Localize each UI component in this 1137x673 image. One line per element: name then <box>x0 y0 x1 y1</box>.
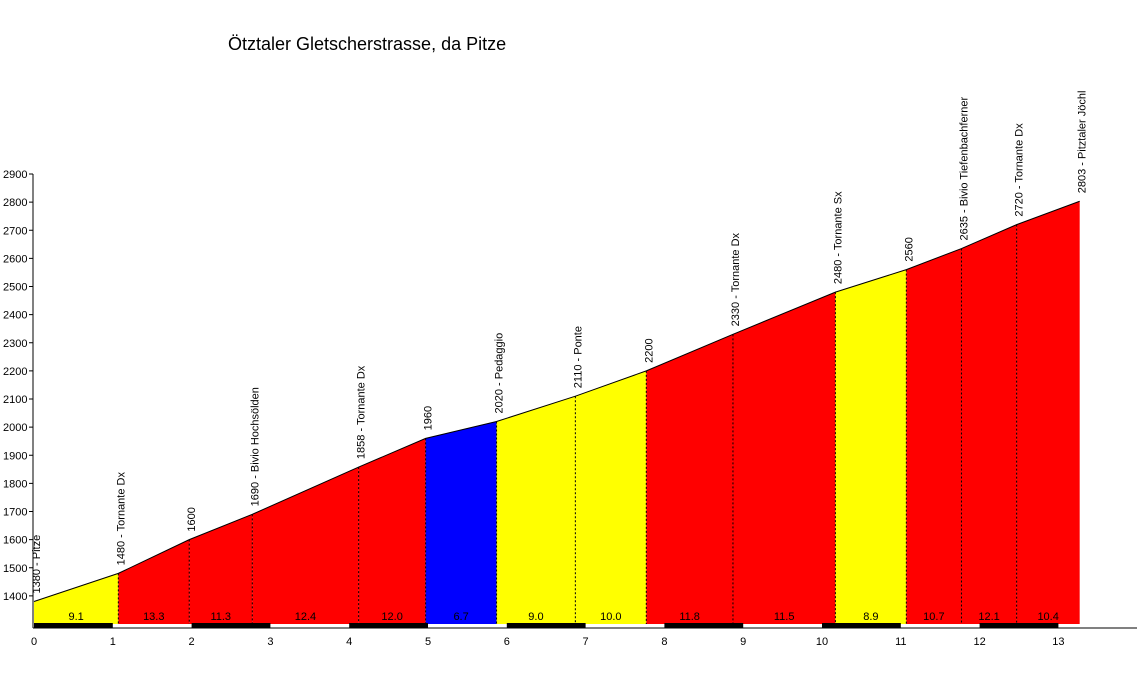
segment-fill <box>358 438 426 624</box>
km-bar <box>506 623 586 628</box>
gradient-labels: 9.1 13.3 11.3 12.4 12.0 6.7 9.0 10.0 11.8 11.5 8.9… <box>69 611 1059 623</box>
y-tick-label: 2500 <box>3 282 27 294</box>
point-label: 2635 - Bivio Tiefenbachferner <box>958 96 970 240</box>
segment-fill <box>496 396 576 624</box>
y-tick-label: 2900 <box>3 169 27 181</box>
y-tick-label: 2800 <box>3 197 27 209</box>
y-tick-labels: 1400 1500 1600 1700 1800 1900 2000 2100 2200 2300… <box>3 169 33 603</box>
gradient-label: 12.4 <box>295 611 316 623</box>
x-tick-label: 11 <box>895 636 906 648</box>
point-label: 2330 - Tornante Dx <box>730 232 742 326</box>
point-label: 2110 - Ponte <box>572 326 584 388</box>
gradient-label: 6.7 <box>453 611 468 623</box>
segment-fill <box>252 467 359 624</box>
x-tick-label: 10 <box>816 636 828 648</box>
y-tick-label: 1400 <box>3 591 27 603</box>
gradient-label: 12.0 <box>381 611 402 623</box>
segment-fill <box>118 539 190 624</box>
x-tick-labels: 0 1 2 3 4 5 6 7 8 9 10 11 12 13 <box>31 636 1065 648</box>
km-bar-strip <box>34 623 1059 628</box>
point-label: 1690 - Bivio Hochsölden <box>249 387 261 506</box>
km-bar <box>349 623 428 628</box>
x-tick-label: 1 <box>110 636 116 648</box>
x-tick-label: 9 <box>740 636 746 648</box>
segment-fill <box>1016 201 1080 624</box>
segment-fill <box>34 573 119 624</box>
y-tick-label: 2100 <box>3 394 27 406</box>
segment-fill <box>835 269 907 624</box>
point-label: 2200 <box>643 338 655 362</box>
x-tick-label: 8 <box>661 636 667 648</box>
km-bar <box>664 623 744 628</box>
chart-title: Ötztaler Gletscherstrasse, da Pitze <box>228 34 507 54</box>
y-tick-label: 2600 <box>3 253 27 265</box>
y-tick-label: 1500 <box>3 563 27 575</box>
y-tick-label: 2700 <box>3 225 27 237</box>
gradient-label: 9.0 <box>528 611 543 623</box>
point-label: 1380 - Pitze <box>31 535 43 594</box>
segment-fill <box>646 334 733 624</box>
gradient-label: 9.1 <box>69 611 84 623</box>
gradient-label: 11.8 <box>679 611 700 623</box>
y-tick-label: 1800 <box>3 478 27 490</box>
point-label: 2720 - Tornante Dx <box>1014 123 1026 217</box>
y-tick-label: 2400 <box>3 310 27 322</box>
segment-fills <box>34 201 1080 624</box>
km-bar <box>34 623 113 628</box>
segment-fill <box>961 224 1017 624</box>
y-tick-label: 1600 <box>3 535 27 547</box>
y-tick-label: 1900 <box>3 450 27 462</box>
gradient-label: 13.3 <box>143 611 164 623</box>
gradient-label: 11.5 <box>774 611 795 623</box>
gradient-label: 11.3 <box>210 611 231 623</box>
y-tick-label: 2200 <box>3 366 27 378</box>
point-label: 1858 - Tornante Dx <box>356 365 368 459</box>
segment-fill <box>575 370 647 624</box>
point-label: 1600 <box>186 507 198 531</box>
x-tick-label: 3 <box>267 636 273 648</box>
point-label: 2020 - Pedaggio <box>494 333 506 414</box>
point-label: 1480 - Tornante Dx <box>115 472 127 566</box>
km-bar <box>979 623 1059 628</box>
profile-line <box>33 200 1080 602</box>
segment-fill <box>425 421 497 624</box>
gradient-label: 12.1 <box>978 611 999 623</box>
y-tick-label: 1700 <box>3 507 27 519</box>
segment-fill <box>732 292 836 624</box>
point-label: 1960 <box>423 406 435 430</box>
gradient-label: 10.7 <box>923 611 944 623</box>
km-bar <box>191 623 271 628</box>
point-labels: 1380 - Pitze 1480 - Tornante Dx 1600 1690 -… <box>31 91 1089 594</box>
profile-outline <box>33 200 1080 602</box>
y-tick-label: 2300 <box>3 338 27 350</box>
point-label: 2480 - Tornante Sx <box>832 191 844 284</box>
x-tick-label: 6 <box>504 636 510 648</box>
segment-fill <box>189 514 253 624</box>
km-bar <box>822 623 901 628</box>
point-label: 2560 <box>903 237 915 261</box>
x-tick-label: 4 <box>346 636 352 648</box>
point-label: 2803 - Pitztaler Jöchl <box>1077 91 1089 194</box>
gradient-label: 8.9 <box>863 611 878 623</box>
x-tick-label: 0 <box>31 636 37 648</box>
x-tick-label: 12 <box>973 636 985 648</box>
segment-fill <box>906 248 962 624</box>
gradient-label: 10.0 <box>600 611 621 623</box>
x-tick-label: 13 <box>1052 636 1064 648</box>
segment-dividers <box>117 224 1018 624</box>
x-tick-label: 2 <box>189 636 195 648</box>
y-tick-label: 2000 <box>3 422 27 434</box>
gradient-label: 10.4 <box>1037 611 1058 623</box>
x-tick-label: 7 <box>583 636 589 648</box>
x-tick-label: 5 <box>425 636 431 648</box>
